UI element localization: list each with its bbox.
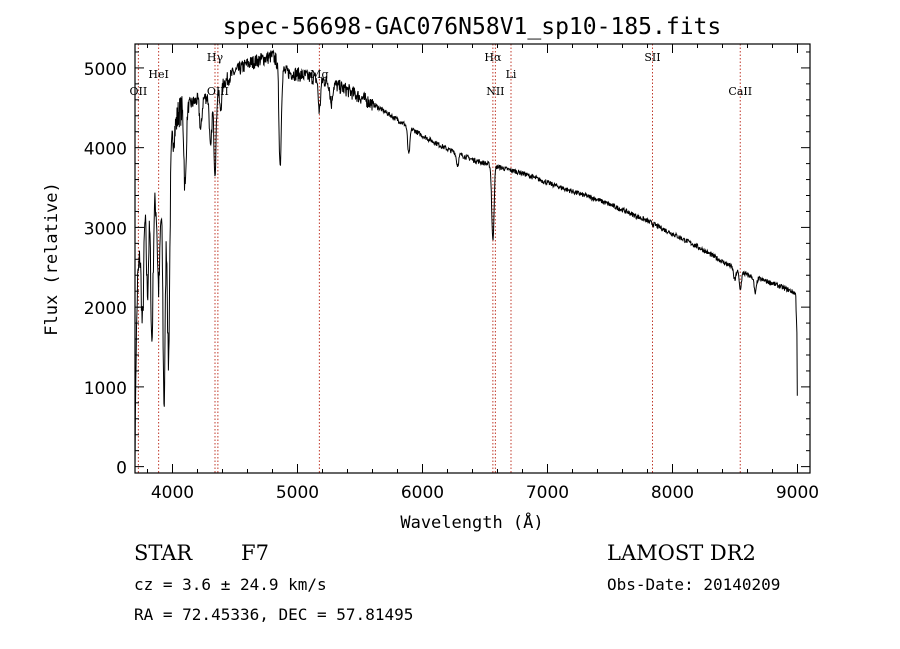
y-tick-label-0: 0 bbox=[116, 459, 127, 479]
y-tick-label-3: 3000 bbox=[84, 219, 127, 239]
y-tick-label-1: 1000 bbox=[84, 379, 127, 399]
survey-name: LAMOST DR2 bbox=[607, 541, 756, 565]
spectral-line-label-1: HeI bbox=[148, 68, 168, 81]
spectral-line-label-5: Hα bbox=[484, 51, 502, 64]
redshift-text: cz = 3.6 ± 24.9 km/s bbox=[134, 575, 327, 594]
axes-frame bbox=[134, 43, 811, 474]
y-tick-label-2: 2000 bbox=[84, 299, 127, 319]
spectrum-line bbox=[134, 49, 798, 467]
spectral-line-label-2: Hγ bbox=[207, 51, 224, 64]
x-axis-label: Wavelength (Å) bbox=[400, 511, 543, 533]
spectral-line-label-8: SII bbox=[644, 51, 660, 64]
x-tick-label-0: 4000 bbox=[151, 483, 194, 503]
x-tick-label-1: 5000 bbox=[276, 483, 319, 503]
spectral-line-label-0: OII bbox=[130, 85, 148, 98]
object-subclass: F7 bbox=[241, 541, 269, 565]
axes: 4000 5000 6000 7000 8000 9000 0 1000 2000 3000 400… bbox=[84, 43, 819, 503]
obs-date-text: Obs-Date: 20140209 bbox=[607, 575, 781, 594]
x-tick-label-4: 8000 bbox=[651, 483, 694, 503]
y-tick-label-4: 4000 bbox=[84, 140, 127, 160]
y-axis-label: Flux (relative) bbox=[42, 182, 62, 336]
spectral-line-label-4: Mg bbox=[310, 68, 328, 81]
x-tick-label-2: 6000 bbox=[401, 483, 444, 503]
x-tick-label-3: 7000 bbox=[526, 483, 569, 503]
coordinates-text: RA = 72.45336, DEC = 57.81495 bbox=[134, 605, 414, 624]
y-tick-label-5: 5000 bbox=[84, 60, 127, 80]
spectral-line-label-7: Li bbox=[506, 68, 517, 81]
spectral-line-label-9: CaII bbox=[728, 85, 752, 98]
x-tick-label-5: 9000 bbox=[776, 483, 819, 503]
object-class: STAR bbox=[134, 541, 193, 565]
chart-title: spec-56698-GAC076N58V1_sp10-185.fits bbox=[223, 14, 722, 40]
plot-area bbox=[134, 49, 798, 467]
spectral-line-label-6: NII bbox=[486, 85, 504, 98]
